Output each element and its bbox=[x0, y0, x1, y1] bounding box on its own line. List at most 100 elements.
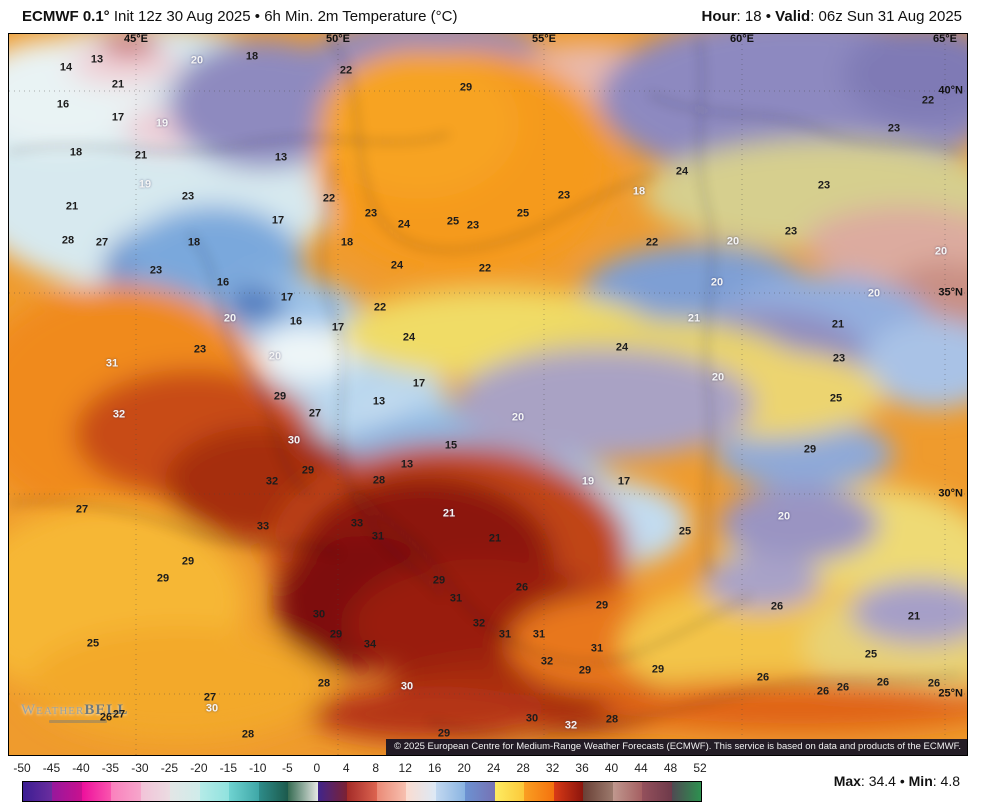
temp-label: 29 bbox=[803, 443, 817, 456]
temp-label: 21 bbox=[111, 78, 125, 91]
colorbar-tick: -35 bbox=[101, 761, 120, 775]
latitude-label: 30°N bbox=[938, 487, 963, 500]
temp-label: 26 bbox=[816, 685, 830, 698]
colorbar-tick: 28 bbox=[516, 761, 530, 775]
temp-label: 30 bbox=[205, 702, 219, 715]
temp-label: 22 bbox=[373, 301, 387, 314]
latitude-label: 40°N bbox=[938, 84, 963, 97]
temp-label: 16 bbox=[216, 276, 230, 289]
colorbar-segment bbox=[465, 782, 495, 801]
temp-label: 22 bbox=[645, 236, 659, 249]
colorbar-tick: 40 bbox=[604, 761, 619, 775]
temp-label: 23 bbox=[193, 343, 207, 356]
latitude-label: 35°N bbox=[938, 286, 963, 299]
temp-label: 27 bbox=[95, 236, 109, 249]
colorbar-segment bbox=[406, 782, 436, 801]
temp-label: 30 bbox=[312, 608, 326, 621]
colorbar-tick: 44 bbox=[634, 761, 648, 775]
temp-label: 25 bbox=[678, 525, 692, 538]
temp-label: 26 bbox=[927, 677, 941, 690]
temp-label: 32 bbox=[112, 408, 126, 421]
colorbar-tick: 8 bbox=[372, 761, 380, 775]
temp-label: 29 bbox=[437, 727, 451, 740]
temp-label: 29 bbox=[156, 572, 170, 585]
temp-label: 17 bbox=[271, 214, 285, 227]
colorbar-segment bbox=[288, 782, 318, 801]
min-value: : 4.8 bbox=[932, 773, 960, 789]
temp-label: 26 bbox=[756, 671, 770, 684]
temp-label: 22 bbox=[921, 94, 935, 107]
temp-label: 23 bbox=[364, 207, 378, 220]
colorbar-segment bbox=[671, 782, 702, 801]
temp-label: 34 bbox=[363, 638, 377, 651]
colorbar-segment bbox=[494, 782, 525, 801]
temp-label: 19 bbox=[155, 117, 169, 130]
valid-label: Valid bbox=[775, 8, 811, 25]
temp-label: 20 bbox=[710, 276, 724, 289]
valid-time: Hour: 18 • Valid: 06z Sun 31 Aug 2025 bbox=[702, 8, 962, 25]
temp-label: 22 bbox=[322, 192, 336, 205]
colorbar-tick: 20 bbox=[457, 761, 471, 775]
temp-label: 31 bbox=[532, 628, 546, 641]
colorbar-tick: 48 bbox=[663, 761, 678, 775]
temp-label: 30 bbox=[400, 680, 414, 693]
colorbar-segment bbox=[524, 782, 554, 801]
colorbar-tick: 32 bbox=[545, 761, 560, 775]
bullet: • bbox=[761, 8, 776, 25]
colorbar-segment bbox=[199, 782, 230, 801]
colorbar-tick: -25 bbox=[160, 761, 179, 775]
temp-label: 21 bbox=[442, 507, 456, 520]
colorbar-segment bbox=[258, 782, 289, 801]
temp-label: 25 bbox=[829, 392, 843, 405]
temp-label: 24 bbox=[615, 341, 629, 354]
logo-tagline bbox=[49, 720, 107, 723]
hour-value: : 18 bbox=[736, 8, 762, 25]
latitude-label: 25°N bbox=[938, 687, 963, 700]
temp-label: 27 bbox=[75, 503, 89, 516]
temp-label: 17 bbox=[111, 111, 125, 124]
colorbar-segment bbox=[170, 782, 200, 801]
logo-bell-text: BELL bbox=[84, 702, 129, 718]
temp-label: 18 bbox=[245, 50, 259, 63]
temp-label: 24 bbox=[402, 331, 416, 344]
colorbar-tick: 0 bbox=[313, 761, 321, 775]
temp-label: 23 bbox=[832, 352, 846, 365]
title-detail: Init 12z 30 Aug 2025 • 6h Min. 2m Temper… bbox=[109, 8, 458, 25]
longitude-label: 60°E bbox=[730, 33, 754, 45]
min-label: Min bbox=[908, 773, 933, 789]
temp-label: 29 bbox=[651, 663, 665, 676]
hour-label: Hour bbox=[701, 8, 737, 25]
temp-label: 25 bbox=[86, 637, 100, 650]
colorbar-ticks: -50 -45 -40 -35 -30 -25 -20 -15 -10 -5 0 4 8 12 16 20 24… bbox=[0, 762, 984, 778]
temp-label: 25 bbox=[864, 648, 878, 661]
temp-label: 26 bbox=[876, 676, 890, 689]
stats-bullet: • bbox=[895, 773, 909, 789]
colorbar-tick: -50 bbox=[13, 761, 31, 775]
temp-label: 19 bbox=[581, 475, 595, 488]
temp-label: 20 bbox=[223, 312, 237, 325]
temp-label: 25 bbox=[516, 207, 530, 220]
colorbar-segment bbox=[229, 782, 259, 801]
temp-label: 30 bbox=[525, 712, 539, 725]
temp-label: 27 bbox=[112, 708, 126, 721]
temp-label: 32 bbox=[540, 655, 554, 668]
temp-label: 22 bbox=[478, 262, 492, 275]
colorbar-tick: 16 bbox=[428, 761, 442, 775]
header: ECMWF 0.1° Init 12z 30 Aug 2025 • 6h Min… bbox=[0, 0, 984, 33]
temp-label: 21 bbox=[907, 610, 921, 623]
temp-label: 13 bbox=[274, 151, 288, 164]
temp-label: 13 bbox=[400, 458, 414, 471]
temp-label: 20 bbox=[726, 235, 740, 248]
temp-label: 20 bbox=[777, 510, 791, 523]
temp-label: 23 bbox=[817, 179, 831, 192]
temp-label: 29 bbox=[578, 664, 592, 677]
temp-label: 20 bbox=[511, 411, 525, 424]
weatherbell-logo: WeatherBELL bbox=[21, 701, 128, 723]
temp-label: 29 bbox=[595, 599, 609, 612]
temp-label: 29 bbox=[301, 464, 315, 477]
temp-label: 24 bbox=[390, 259, 404, 272]
colorbar-segment bbox=[140, 782, 171, 801]
colorbar-segment bbox=[347, 782, 377, 801]
temp-label: 24 bbox=[675, 165, 689, 178]
